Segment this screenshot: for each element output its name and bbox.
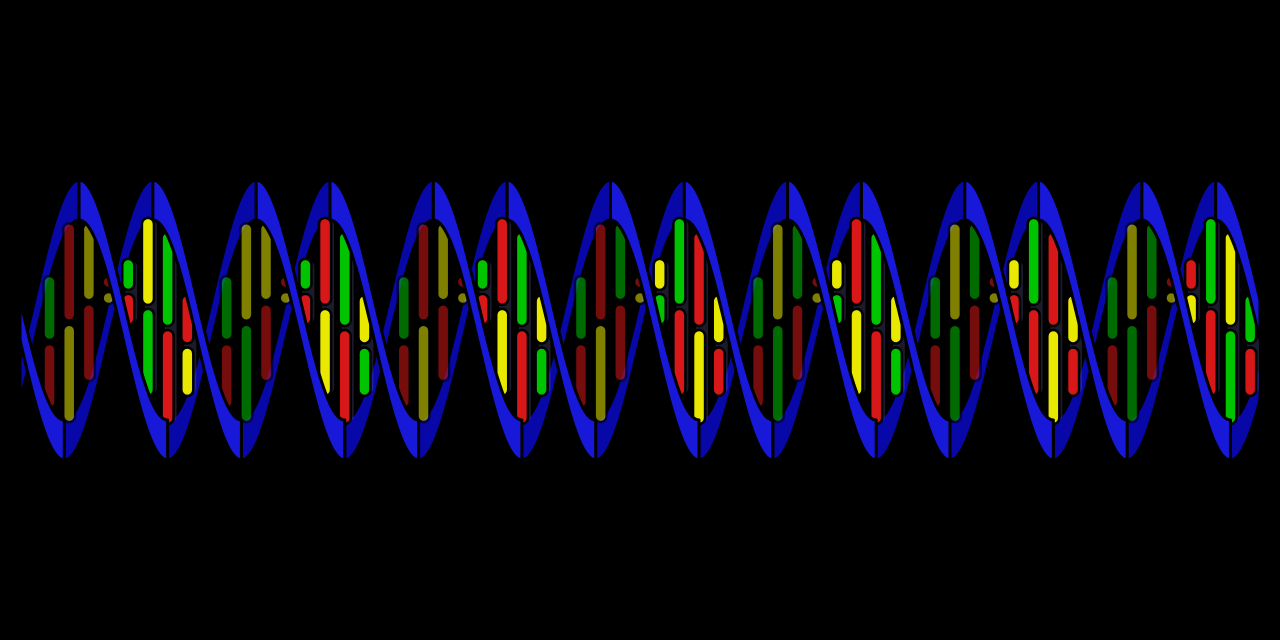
base-top (142, 218, 154, 305)
base-top (417, 223, 429, 320)
base-bottom (969, 304, 981, 381)
base-top (240, 223, 252, 320)
base-top (319, 218, 331, 305)
base-top (1106, 276, 1118, 340)
dna-diagram (0, 0, 1280, 640)
base-top (1028, 218, 1040, 305)
base-bottom (339, 330, 351, 424)
base-bottom (83, 304, 95, 381)
base-top (929, 276, 941, 340)
base-top (772, 223, 784, 320)
base-bottom (713, 347, 725, 395)
base-top (654, 259, 666, 290)
base-bottom (1047, 330, 1059, 424)
base-bottom (693, 330, 705, 424)
base-top (752, 276, 764, 340)
base-top (496, 218, 508, 305)
base-bottom (1224, 330, 1236, 424)
base-bottom (417, 325, 429, 422)
base-top (831, 259, 843, 290)
base-top (949, 223, 961, 320)
base-top (477, 259, 489, 290)
base-top (299, 259, 311, 290)
base-top (63, 223, 75, 320)
base-bottom (772, 325, 784, 422)
base-bottom (1146, 304, 1158, 381)
base-bottom (595, 325, 607, 422)
base-top (575, 276, 587, 340)
base-bottom (162, 330, 174, 424)
base-bottom (791, 304, 803, 381)
base-top (398, 276, 410, 340)
base-bottom (240, 325, 252, 422)
base-top (1126, 223, 1138, 320)
base-bottom (1067, 347, 1079, 395)
base-bottom (260, 304, 272, 381)
base-bottom (1244, 347, 1256, 395)
base-bottom (181, 347, 193, 395)
base-top (221, 276, 233, 340)
base-bottom (536, 347, 548, 395)
base-top (1205, 218, 1217, 305)
base-bottom (870, 330, 882, 424)
base-top (1008, 259, 1020, 290)
base-bottom (358, 347, 370, 395)
base-top (595, 223, 607, 320)
base-top (673, 218, 685, 305)
base-bottom (949, 325, 961, 422)
base-bottom (516, 330, 528, 424)
base-top (851, 218, 863, 305)
base-bottom (437, 304, 449, 381)
base-bottom (1126, 325, 1138, 422)
base-bottom (614, 304, 626, 381)
base-bottom (890, 347, 902, 395)
base-top (1185, 259, 1197, 290)
base-top (44, 276, 56, 340)
base-top (122, 259, 134, 290)
base-bottom (63, 325, 75, 422)
